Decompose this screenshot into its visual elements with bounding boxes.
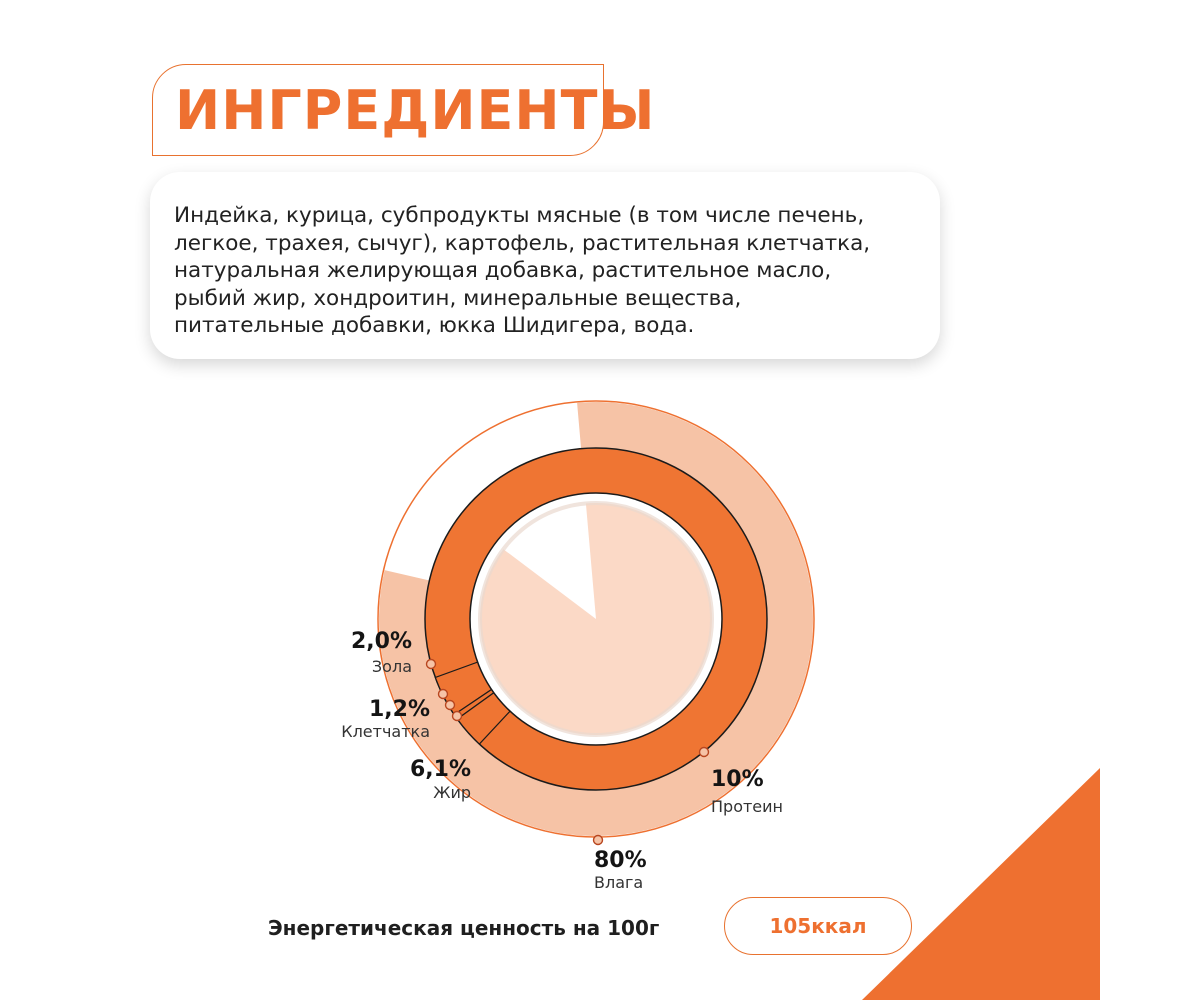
protein-dot	[698, 746, 710, 758]
ash-name-label: Зола	[372, 657, 412, 676]
core-gap-wedge	[502, 502, 596, 619]
ash-dot	[425, 658, 437, 670]
fiber-name-label: Клетчатка	[341, 722, 430, 741]
moisture-value-label: 80%	[594, 848, 647, 873]
moisture-name-label: Влага	[594, 873, 643, 892]
title-frame	[152, 64, 604, 156]
fiber-dot-1	[437, 688, 449, 700]
moisture-dot	[592, 834, 604, 846]
fiber-dot-2	[444, 699, 456, 711]
energy-label: Энергетическая ценность на 100г	[268, 916, 660, 940]
fiber-value-label: 1,2%	[369, 697, 430, 722]
fat-value-label: 6,1%	[410, 757, 471, 782]
page-title: ИНГРЕДИЕНТЫ	[175, 79, 656, 142]
protein-name-label: Протеин	[711, 797, 783, 816]
energy-value-badge: 105ккал	[724, 897, 912, 955]
protein-value-label: 10%	[711, 767, 764, 792]
ingredients-card: Индейка, курица, субпродукты мясные (в т…	[150, 172, 940, 359]
core-shadow	[478, 501, 714, 737]
energy-value: 105ккал	[769, 914, 867, 938]
fat-name-label: Жир	[433, 783, 471, 802]
ingredients-text: Индейка, курица, субпродукты мясные (в т…	[174, 203, 871, 338]
ash-value-label: 2,0%	[351, 629, 412, 654]
fat-dot	[451, 710, 463, 722]
